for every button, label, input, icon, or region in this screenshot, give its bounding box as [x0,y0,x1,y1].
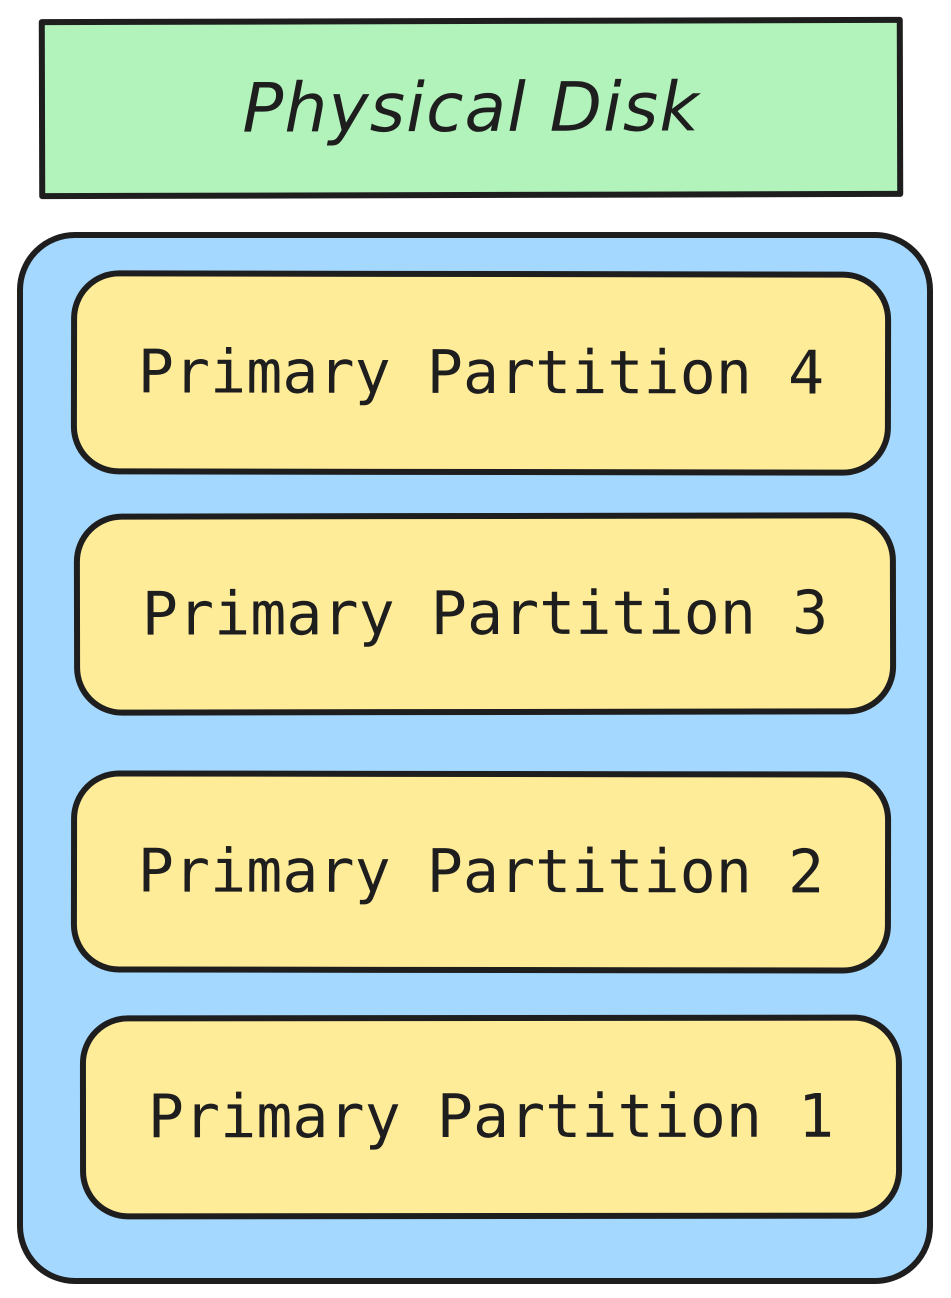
partition-label: Primary Partition 2 [137,836,825,908]
primary-partition-2: Primary Partition 2 [70,770,892,974]
physical-disk-header: Physical Disk [38,16,904,200]
primary-partition-4: Primary Partition 4 [70,270,892,476]
primary-partition-1: Primary Partition 1 [79,1014,903,1220]
partition-label: Primary Partition 4 [137,337,825,409]
partition-label: Primary Partition 3 [141,578,829,650]
physical-disk-title: Physical Disk [242,67,700,149]
partition-label: Primary Partition 1 [147,1081,835,1153]
primary-partition-3: Primary Partition 3 [73,512,897,716]
